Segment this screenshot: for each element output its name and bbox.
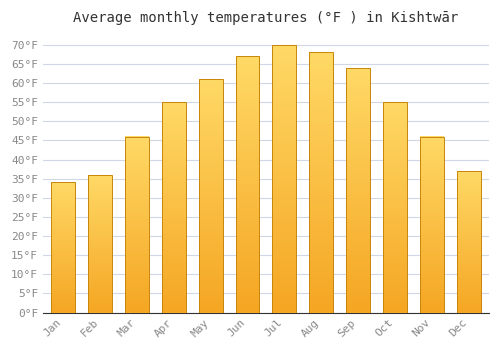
Title: Average monthly temperatures (°F ) in Kishtwār: Average monthly temperatures (°F ) in Ki… — [74, 11, 458, 25]
